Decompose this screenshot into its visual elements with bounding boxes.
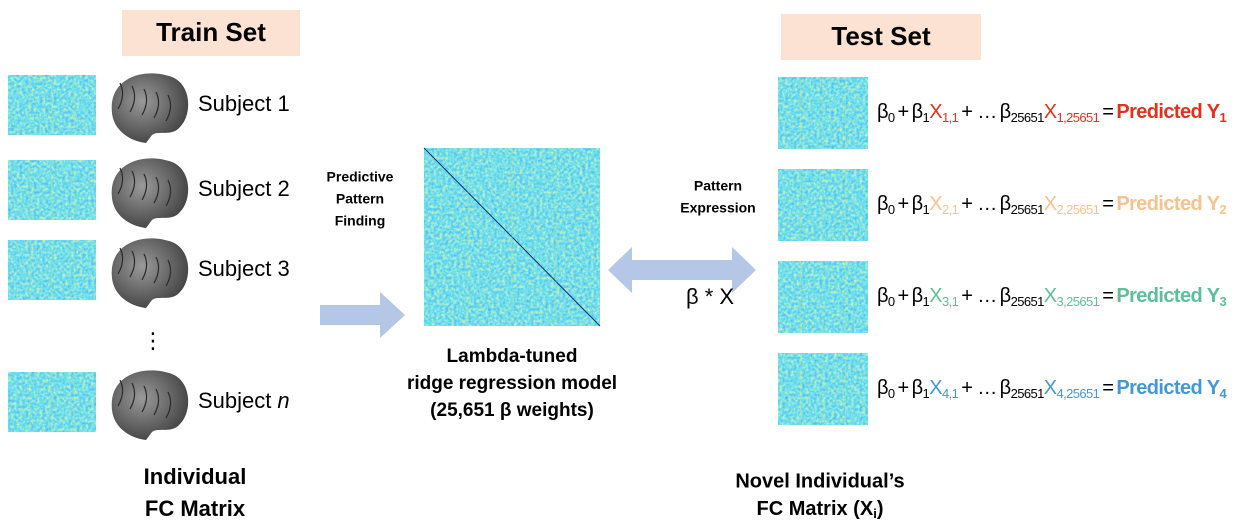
caption-text: FC Matrix (X (757, 498, 874, 520)
dots: + … (961, 101, 996, 123)
beta: β (1000, 377, 1011, 399)
x-var: X (1044, 193, 1057, 215)
subject-label: Subject 1 (198, 91, 290, 116)
subscript: 2,25651 (1056, 202, 1099, 217)
equation: β0+β1X1,1+ …β25651X1,25651=Predicted Y1 (877, 101, 1226, 125)
train-caption: FC Matrix (145, 496, 246, 521)
subject-var: n (277, 388, 289, 413)
dots: + … (961, 193, 996, 215)
subscript: 25651 (1011, 202, 1045, 217)
brain-icon (112, 73, 188, 143)
equation: β0+β1X4,1+ …β25651X4,25651=Predicted Y4 (877, 377, 1227, 401)
predicted: Predicted Y (1116, 377, 1220, 399)
model-caption: (25,651 β weights) (430, 400, 594, 421)
dots: + … (961, 285, 996, 307)
subscript: 25651 (1011, 110, 1045, 125)
beta: β (912, 285, 923, 307)
brain-icon (112, 238, 188, 308)
plus: + (898, 285, 909, 307)
equals: = (1102, 285, 1113, 307)
diagram: Train Set Test Set Subject 1 Subject 2 Sub… (0, 0, 1258, 523)
subscript: 0 (888, 294, 895, 309)
predicted: Predicted Y (1116, 101, 1220, 123)
finding-label: Predictive (327, 169, 394, 185)
brain-icon (112, 158, 188, 228)
x-var: X (929, 193, 942, 215)
subscript: 2 (1219, 202, 1226, 217)
equation: β0+β1X3,1+ …β25651X3,25651=Predicted Y3 (877, 285, 1226, 309)
x-var: X (929, 101, 942, 123)
model-caption: ridge regression model (407, 373, 617, 394)
train-caption: Individual (144, 464, 247, 489)
equals: = (1102, 377, 1113, 399)
x-var: X (929, 285, 942, 307)
ellipsis: ⋮ (142, 328, 164, 353)
beta: β (912, 193, 923, 215)
dots: + … (961, 377, 996, 399)
plus: + (898, 193, 909, 215)
subscript: 4 (1219, 386, 1227, 401)
equals: = (1102, 193, 1113, 215)
test-caption: Novel Individual’s (735, 470, 904, 492)
subscript: 4,25651 (1056, 386, 1099, 401)
subscript: 3,25651 (1056, 294, 1099, 309)
model-caption: Lambda-tuned (447, 346, 578, 367)
subscript: 3,1 (942, 294, 959, 309)
finding-label: Pattern (336, 191, 384, 207)
plus: + (898, 377, 909, 399)
subscript: 0 (888, 202, 895, 217)
beta: β (1000, 193, 1011, 215)
expression-label: Expression (680, 200, 755, 216)
test-title: Test Set (831, 21, 931, 51)
subscript: 1 (1219, 110, 1226, 125)
x-var: X (1044, 285, 1057, 307)
subscript: 0 (888, 386, 895, 401)
subscript: 4,1 (942, 386, 959, 401)
subscript: 25651 (1011, 294, 1045, 309)
beta: β (1000, 285, 1011, 307)
beta: β (877, 377, 888, 399)
subject-label: Subject 3 (198, 256, 290, 281)
subscript: 1,1 (942, 110, 959, 125)
beta: β (877, 101, 888, 123)
x-var: X (1044, 377, 1057, 399)
beta: β (1000, 101, 1011, 123)
train-title: Train Set (156, 17, 266, 47)
subject-word: Subject (198, 388, 271, 413)
x-var: X (1044, 101, 1057, 123)
subscript: 3 (1219, 294, 1226, 309)
beta: β (877, 285, 888, 307)
subscript: 25651 (1011, 386, 1045, 401)
subscript: 0 (888, 110, 895, 125)
subject-label: Subject 2 (198, 176, 290, 201)
beta: β (912, 377, 923, 399)
arrow (320, 292, 405, 338)
subscript: 2,1 (942, 202, 959, 217)
equals: = (1102, 101, 1113, 123)
expression-formula: β * X (686, 284, 734, 309)
expression-label: Pattern (694, 178, 742, 194)
plus: + (898, 101, 909, 123)
beta: β (877, 193, 888, 215)
test-caption: FC Matrix (Xi) (757, 498, 884, 521)
brain-icon (112, 370, 188, 440)
finding-label: Finding (335, 213, 386, 229)
x-var: X (929, 377, 942, 399)
predicted: Predicted Y (1116, 285, 1220, 307)
equation: β0+β1X2,1+ …β25651X2,25651=Predicted Y2 (877, 193, 1226, 217)
beta: β (912, 101, 923, 123)
caption-close: ) (877, 498, 884, 520)
predicted: Predicted Y (1116, 193, 1220, 215)
subscript: 1,25651 (1056, 110, 1099, 125)
